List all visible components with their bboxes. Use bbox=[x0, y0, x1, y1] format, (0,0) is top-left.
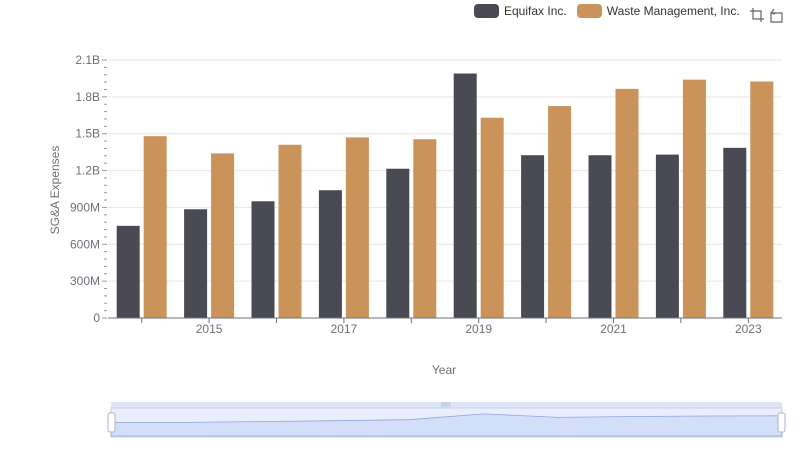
legend-label-equifax: Equifax Inc. bbox=[504, 4, 567, 18]
legend-item-equifax[interactable]: Equifax Inc. bbox=[474, 4, 567, 18]
bar-waste-management-2022[interactable] bbox=[682, 79, 706, 319]
x-tick-label: 2023 bbox=[735, 322, 762, 336]
zoom-icon[interactable] bbox=[748, 6, 766, 24]
toolbox bbox=[746, 6, 786, 24]
bar-waste-management-2018[interactable] bbox=[413, 139, 437, 318]
bar-equifax-2023[interactable] bbox=[723, 147, 747, 318]
data-zoom-slider[interactable] bbox=[107, 402, 786, 438]
bar-waste-management-2023[interactable] bbox=[750, 81, 774, 319]
y-tick-label: 300M bbox=[70, 274, 100, 288]
y-tick-label: 2.1B bbox=[75, 53, 100, 67]
bar-waste-management-2016[interactable] bbox=[278, 144, 302, 318]
x-axis-label: Year bbox=[432, 363, 456, 377]
y-tick-label: 0 bbox=[93, 311, 100, 325]
x-tick-label: 2021 bbox=[600, 322, 627, 336]
bars bbox=[116, 73, 774, 319]
y-tick-label: 600M bbox=[70, 237, 100, 251]
restore-icon[interactable] bbox=[768, 6, 786, 24]
bar-equifax-2015[interactable] bbox=[184, 209, 208, 318]
y-tick-label: 1.2B bbox=[75, 164, 100, 178]
data-zoom-handle-left[interactable] bbox=[107, 412, 116, 433]
bar-waste-management-2014[interactable] bbox=[143, 136, 167, 318]
grid-lines bbox=[108, 59, 782, 319]
x-tick-label: 2017 bbox=[331, 322, 358, 336]
bar-equifax-2022[interactable] bbox=[655, 154, 679, 318]
legend-swatch-equifax bbox=[474, 4, 499, 18]
bar-waste-management-2019[interactable] bbox=[480, 117, 504, 318]
data-zoom-grip[interactable] bbox=[441, 402, 451, 407]
bar-equifax-2021[interactable] bbox=[588, 155, 612, 318]
legend-label-waste-management: Waste Management, Inc. bbox=[606, 4, 740, 18]
legend-item-waste-management[interactable]: Waste Management, Inc. bbox=[576, 4, 740, 18]
y-axis: 0 300M 600M 900M 1.2B 1.5B 1.8B 2.1B bbox=[70, 53, 107, 325]
bar-equifax-2018[interactable] bbox=[386, 168, 410, 318]
bar-waste-management-2017[interactable] bbox=[345, 137, 369, 318]
x-tick-label: 2015 bbox=[196, 322, 223, 336]
bar-waste-management-2020[interactable] bbox=[548, 106, 572, 318]
y-tick-label: 900M bbox=[70, 200, 100, 214]
legend: Equifax Inc. Waste Management, Inc. bbox=[474, 4, 750, 18]
x-tick-label: 2019 bbox=[465, 322, 492, 336]
bar-equifax-2020[interactable] bbox=[521, 155, 545, 318]
bar-equifax-2016[interactable] bbox=[251, 201, 275, 318]
bar-equifax-2014[interactable] bbox=[116, 225, 140, 318]
bar-equifax-2017[interactable] bbox=[318, 190, 342, 318]
data-zoom-handle-right[interactable] bbox=[777, 412, 786, 433]
bar-waste-management-2021[interactable] bbox=[615, 88, 639, 318]
bar-waste-management-2015[interactable] bbox=[211, 153, 235, 318]
y-tick-label: 1.8B bbox=[75, 90, 100, 104]
y-axis-label: SG&A Expenses bbox=[48, 146, 62, 235]
y-tick-label: 1.5B bbox=[75, 127, 100, 141]
bar-equifax-2019[interactable] bbox=[453, 73, 477, 318]
x-axis: 2015 2017 2019 2021 2023 bbox=[108, 317, 782, 336]
legend-swatch-waste-management bbox=[576, 4, 602, 18]
